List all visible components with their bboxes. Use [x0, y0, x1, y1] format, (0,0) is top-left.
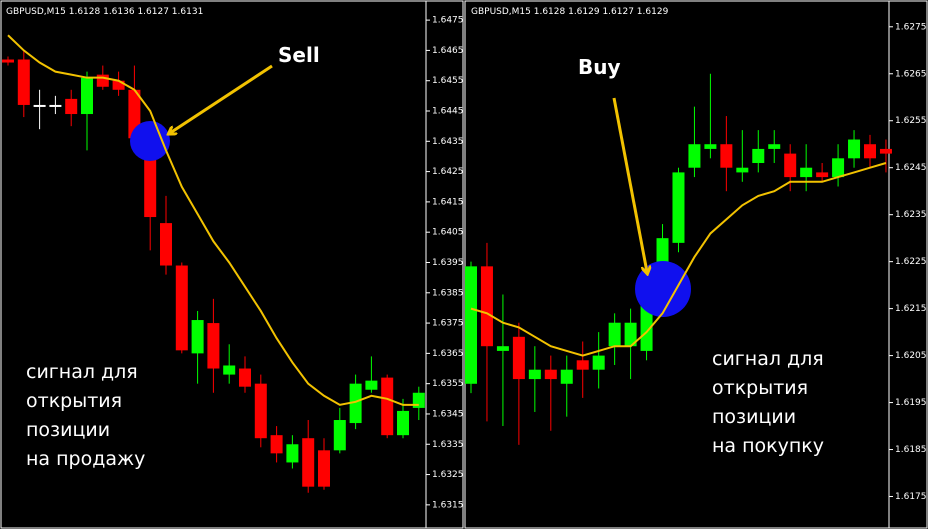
candle-body [397, 410, 409, 436]
y-tick-label: 1.6395 [432, 258, 464, 268]
candle-body [672, 172, 685, 243]
y-tick-label: 1.6175 [895, 492, 927, 502]
y-tick-label: 1.6315 [432, 500, 464, 510]
signal-arrow [612, 97, 647, 272]
candle-body [239, 368, 251, 387]
candle-body [608, 322, 621, 347]
candle-body [480, 266, 493, 347]
candle-body [349, 383, 362, 424]
signal-label: Buy [578, 55, 621, 79]
signal-circle [635, 261, 691, 317]
candle-body [112, 80, 125, 90]
candle-body [465, 266, 477, 384]
candle-body [2, 59, 14, 63]
candle-body [512, 336, 525, 380]
y-tick-label: 1.6355 [432, 379, 464, 389]
note-line: позиции [712, 406, 796, 428]
candle-body [96, 74, 109, 87]
y-tick-label: 1.6475 [432, 16, 464, 26]
y-tick-label: 1.6215 [895, 304, 927, 314]
candle-body [879, 148, 892, 154]
note-line: на покупку [712, 435, 824, 457]
chart-header: GBPUSD,M15 1.6128 1.6129 1.6127 1.6129 [471, 7, 669, 17]
candle-body [848, 139, 861, 159]
y-tick-label: 1.6275 [895, 22, 927, 32]
moving-average [7, 34, 419, 406]
candle-body [720, 144, 733, 168]
signal-circle [130, 121, 170, 161]
candle-body [800, 167, 813, 178]
candle-body [17, 59, 30, 105]
note-line: открытия [26, 390, 122, 412]
candle-body [270, 435, 283, 454]
note-line: на продажу [26, 448, 145, 470]
candle-body [381, 377, 394, 436]
candle-body [207, 323, 220, 369]
panel-frame [464, 0, 928, 529]
candle-body [33, 104, 46, 107]
y-tick-label: 1.6265 [895, 69, 927, 79]
candle-body [49, 104, 62, 107]
y-tick-label: 1.6435 [432, 137, 464, 147]
y-tick-label: 1.6405 [432, 228, 464, 238]
y-tick-label: 1.6385 [432, 288, 464, 298]
y-tick-label: 1.6375 [432, 319, 464, 329]
y-tick-label: 1.6415 [432, 197, 464, 207]
candle-body [816, 172, 829, 178]
y-tick-label: 1.6345 [432, 409, 464, 419]
candle-body [318, 450, 330, 487]
note-line: открытия [712, 377, 808, 399]
candle-body [302, 438, 315, 487]
candle-body [704, 144, 717, 149]
y-tick-label: 1.6335 [432, 440, 464, 450]
y-tick-label: 1.6185 [895, 445, 927, 455]
candle-body [528, 369, 541, 380]
y-tick-label: 1.6245 [895, 163, 927, 173]
y-tick-label: 1.6425 [432, 167, 464, 177]
y-tick-label: 1.6465 [432, 46, 464, 56]
signal-label: Sell [278, 43, 320, 67]
note-line: позиции [26, 419, 110, 441]
y-tick-label: 1.6445 [432, 107, 464, 117]
candle-body [560, 369, 573, 384]
y-tick-label: 1.6325 [432, 470, 464, 480]
candle-body [784, 153, 797, 178]
y-tick-label: 1.6225 [895, 257, 927, 267]
candle-body [365, 380, 378, 390]
candle-body [175, 265, 188, 351]
candle-body [832, 158, 845, 178]
candle-body [688, 144, 701, 168]
panel-frame [0, 0, 464, 529]
candle-body [624, 322, 637, 347]
candle-body [223, 365, 236, 375]
candle-body [254, 383, 267, 439]
candle-body [191, 320, 204, 354]
candle-body [286, 444, 299, 463]
chart-header: GBPUSD,M15 1.6128 1.6136 1.6127 1.6131 [6, 7, 203, 17]
candle-body [576, 360, 589, 370]
moving-average [470, 162, 887, 357]
y-tick-label: 1.6195 [895, 398, 927, 408]
y-tick-label: 1.6455 [432, 76, 464, 86]
candle-body [65, 98, 78, 115]
note-line: сигнал для [712, 348, 824, 370]
candle-body [768, 144, 781, 149]
y-tick-label: 1.6255 [895, 116, 927, 126]
candle-body [736, 167, 749, 173]
y-tick-label: 1.6235 [895, 210, 927, 220]
candle-body [496, 346, 509, 351]
candle-body [160, 223, 172, 266]
candle-body [544, 369, 557, 380]
candle-body [333, 420, 346, 451]
y-tick-label: 1.6205 [895, 351, 927, 361]
candle-body [81, 77, 93, 115]
candle-body [592, 355, 605, 370]
candle-body [752, 148, 765, 164]
note-line: сигнал для [26, 361, 138, 383]
signal-arrow [170, 64, 273, 133]
y-tick-label: 1.6365 [432, 349, 464, 359]
candle-body [864, 144, 876, 159]
